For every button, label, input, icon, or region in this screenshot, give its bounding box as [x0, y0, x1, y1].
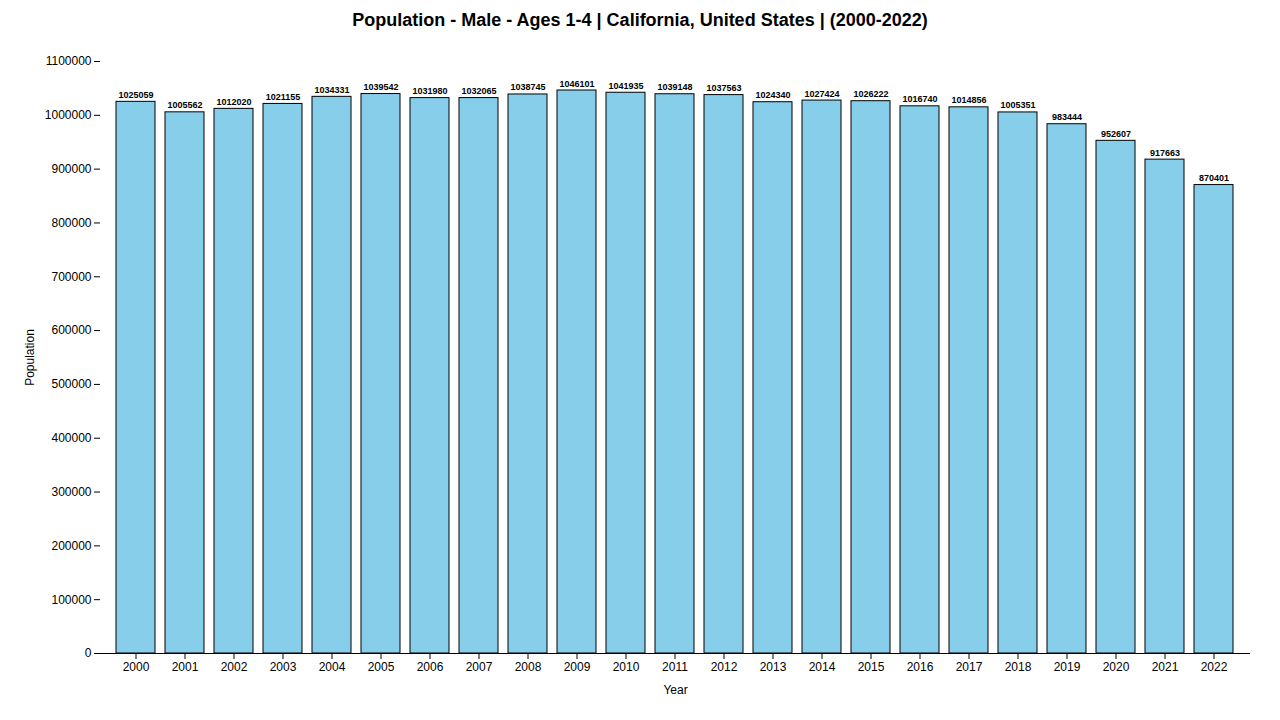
- svg-text:Population: Population: [23, 329, 37, 386]
- svg-text:2007: 2007: [466, 660, 493, 674]
- svg-text:2003: 2003: [270, 660, 297, 674]
- svg-text:1024340: 1024340: [755, 90, 790, 100]
- svg-text:700000: 700000: [51, 270, 91, 284]
- svg-text:2004: 2004: [319, 660, 346, 674]
- svg-text:952607: 952607: [1101, 129, 1131, 139]
- svg-text:2015: 2015: [858, 660, 885, 674]
- svg-text:1005351: 1005351: [1000, 100, 1035, 110]
- html-text:Population - Male - Ages 1-4 |: Population - Male - Ages 1-4 | Californi…: [352, 10, 928, 30]
- svg-text:2020: 2020: [1103, 660, 1130, 674]
- svg-text:2016: 2016: [907, 660, 934, 674]
- svg-text:1037563: 1037563: [706, 83, 741, 93]
- svg-text:917663: 917663: [1150, 148, 1180, 158]
- svg-text:2002: 2002: [221, 660, 248, 674]
- svg-text:870401: 870401: [1199, 173, 1229, 183]
- svg-text:400000: 400000: [51, 431, 91, 445]
- svg-text:1100000: 1100000: [46, 54, 92, 68]
- svg-text:2022: 2022: [1201, 660, 1228, 674]
- svg-text:2014: 2014: [809, 660, 836, 674]
- svg-text:2011: 2011: [662, 660, 688, 674]
- svg-text:1021155: 1021155: [266, 92, 301, 102]
- svg-text:1032065: 1032065: [461, 86, 496, 96]
- svg-text:1000000: 1000000: [45, 108, 92, 122]
- svg-text:2005: 2005: [368, 660, 395, 674]
- svg-text:2000: 2000: [123, 660, 150, 674]
- svg-text:2012: 2012: [711, 660, 738, 674]
- svg-text:1041935: 1041935: [608, 81, 643, 91]
- svg-text:100000: 100000: [51, 593, 91, 607]
- svg-text:983444: 983444: [1052, 112, 1082, 122]
- svg-text:1026222: 1026222: [853, 89, 888, 99]
- svg-text:1012020: 1012020: [216, 97, 251, 107]
- svg-text:1027424: 1027424: [804, 89, 839, 99]
- svg-text:Year: Year: [663, 683, 687, 697]
- svg-text:1034331: 1034331: [314, 85, 349, 95]
- svg-text:1038745: 1038745: [510, 82, 545, 92]
- svg-text:1025059: 1025059: [118, 90, 153, 100]
- svg-text:2021: 2021: [1152, 660, 1179, 674]
- svg-text:2017: 2017: [956, 660, 983, 674]
- svg-text:1016740: 1016740: [902, 94, 937, 104]
- svg-text:0: 0: [85, 646, 92, 660]
- svg-text:2019: 2019: [1054, 660, 1081, 674]
- svg-text:200000: 200000: [51, 539, 91, 553]
- svg-text:500000: 500000: [51, 377, 91, 391]
- svg-text:800000: 800000: [51, 216, 91, 230]
- svg-text:1039542: 1039542: [363, 82, 398, 92]
- svg-text:1031980: 1031980: [412, 86, 447, 96]
- svg-text:2008: 2008: [515, 660, 542, 674]
- svg-text:1005562: 1005562: [167, 100, 202, 110]
- svg-text:600000: 600000: [51, 323, 91, 337]
- svg-text:2010: 2010: [613, 660, 640, 674]
- svg-text:2013: 2013: [760, 660, 787, 674]
- svg-text:2001: 2001: [172, 660, 199, 674]
- svg-text:2018: 2018: [1005, 660, 1032, 674]
- svg-text:2009: 2009: [564, 660, 591, 674]
- svg-text:2006: 2006: [417, 660, 444, 674]
- svg-text:1014856: 1014856: [951, 95, 986, 105]
- svg-text:1039148: 1039148: [657, 82, 692, 92]
- svg-text:300000: 300000: [51, 485, 91, 499]
- svg-text:1046101: 1046101: [559, 79, 594, 89]
- svg-text:900000: 900000: [51, 162, 91, 176]
